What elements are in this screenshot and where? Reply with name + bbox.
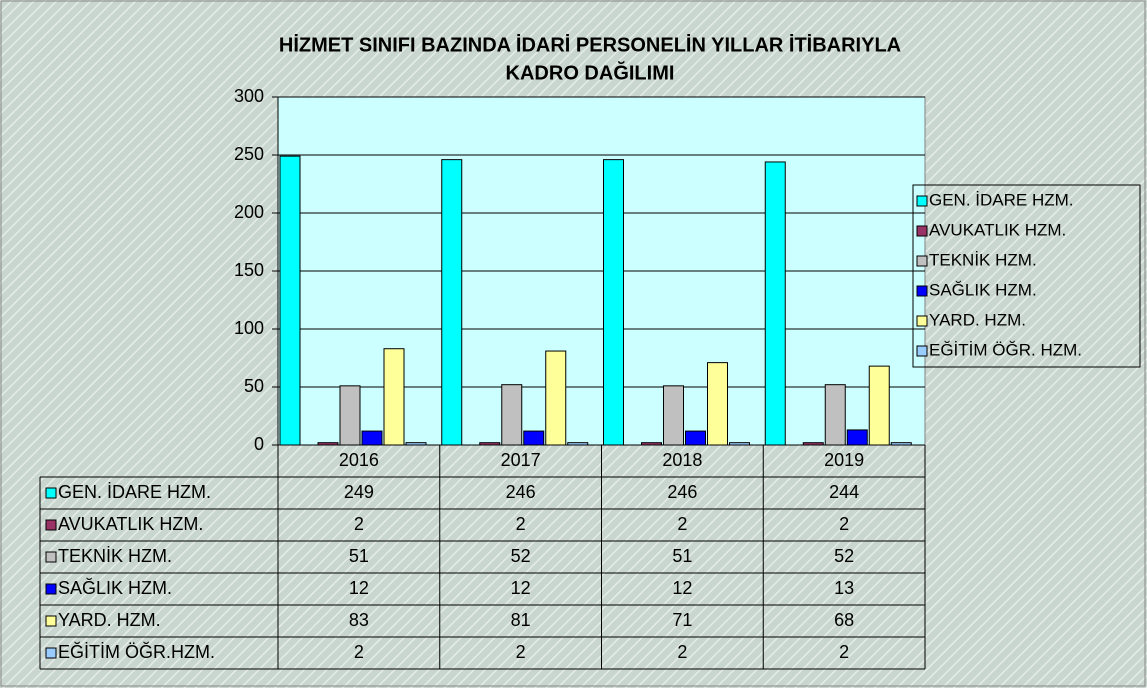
- legend-swatch: [916, 285, 928, 297]
- x-tick-label: 2019: [824, 450, 864, 470]
- bar: [846, 429, 868, 446]
- bar: [339, 385, 361, 446]
- table-cell: 2: [677, 642, 687, 662]
- legend-swatch: [916, 255, 928, 267]
- bar: [523, 430, 545, 446]
- bar: [383, 348, 405, 446]
- y-tick-label: 50: [244, 376, 264, 396]
- legend-box: [912, 184, 1141, 368]
- table-row-label: YARD. HZM.: [58, 610, 161, 630]
- table-cell: 244: [829, 482, 859, 502]
- table-row-label: AVUKATLIK HZM.: [58, 514, 203, 534]
- table-cell: 12: [672, 578, 692, 598]
- chart-title: HİZMET SINIFI BAZINDA İDARİ PERSONELİN Y…: [279, 33, 901, 56]
- table-cell: 81: [511, 610, 531, 630]
- bar: [663, 385, 684, 446]
- table-cell: 68: [834, 610, 854, 630]
- y-tick-label: 0: [254, 434, 264, 454]
- y-tick-label: 100: [234, 318, 264, 338]
- table-cell: 2: [516, 642, 526, 662]
- table-cell: 12: [349, 578, 369, 598]
- x-tick-label: 2017: [501, 450, 541, 470]
- table-cell: 83: [349, 610, 369, 630]
- table-row-label: GEN. İDARE HZM.: [58, 482, 211, 502]
- table-cell: 2: [354, 514, 364, 534]
- bar: [501, 384, 523, 446]
- y-tick-label: 250: [234, 144, 264, 164]
- y-tick-label: 300: [234, 86, 264, 106]
- bar: [361, 430, 383, 446]
- table-cell: 2: [677, 514, 687, 534]
- table-key: [45, 647, 57, 659]
- legend-label: YARD. HZM.: [929, 310, 1026, 329]
- table-cell: 51: [349, 546, 369, 566]
- legend-label: GEN. İDARE HZM.: [929, 190, 1074, 209]
- legend-label: SAĞLIK HZM.: [929, 280, 1037, 299]
- chart-title: KADRO DAĞILIMI: [506, 60, 675, 84]
- x-tick-label: 2018: [662, 450, 702, 470]
- table-cell: 249: [344, 482, 374, 502]
- table-cell: 2: [839, 642, 849, 662]
- y-tick-label: 200: [234, 202, 264, 222]
- bar: [279, 155, 301, 446]
- table-cell: 52: [834, 546, 854, 566]
- table-cell: 2: [839, 514, 849, 534]
- legend-swatch: [916, 345, 928, 357]
- bar: [603, 159, 624, 446]
- bar: [545, 350, 567, 446]
- table-row-label: TEKNİK HZM.: [58, 546, 172, 566]
- table-cell: 246: [667, 482, 697, 502]
- legend-label: TEKNİK HZM.: [929, 250, 1037, 269]
- table-cell: 2: [516, 514, 526, 534]
- legend-label: AVUKATLIK HZM.: [929, 220, 1066, 239]
- table-key: [45, 551, 57, 563]
- legend-swatch: [916, 315, 928, 327]
- table-row-label: EĞİTİM ÖĞR.HZM.: [58, 641, 215, 662]
- table-cell: 12: [511, 578, 531, 598]
- legend-label: EĞİTİM ÖĞR. HZM.: [929, 340, 1082, 359]
- table-key: [45, 519, 57, 531]
- bar: [685, 430, 706, 446]
- y-tick-label: 150: [234, 260, 264, 280]
- table-key: [45, 583, 57, 595]
- table-cell: 71: [672, 610, 692, 630]
- table-cell: 52: [511, 546, 531, 566]
- bar: [707, 362, 728, 446]
- bar: [868, 365, 890, 446]
- bar: [824, 384, 846, 446]
- table-key: [45, 487, 57, 499]
- table-cell: 246: [506, 482, 536, 502]
- bar: [764, 161, 786, 446]
- table-cell: 2: [354, 642, 364, 662]
- legend-swatch: [916, 225, 928, 237]
- table-row-label: SAĞLIK HZM.: [58, 577, 172, 598]
- table-cell: 51: [672, 546, 692, 566]
- legend-swatch: [916, 195, 928, 207]
- table-cell: 13: [834, 578, 854, 598]
- x-tick-label: 2016: [339, 450, 379, 470]
- bar: [441, 159, 463, 446]
- table-key: [45, 615, 57, 627]
